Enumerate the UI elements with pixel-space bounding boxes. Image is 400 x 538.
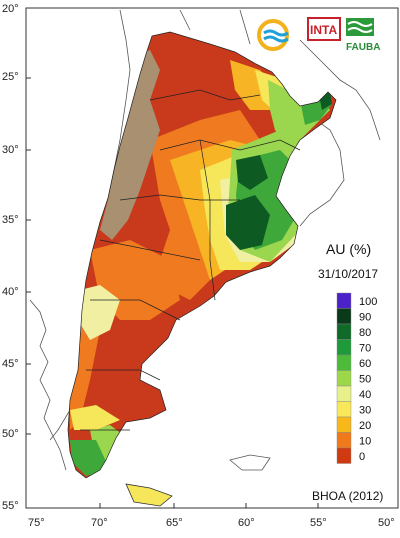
lon-tick: 70° xyxy=(91,517,108,529)
legend-label: 60 xyxy=(359,358,371,370)
legend-label: 70 xyxy=(359,343,371,355)
legend-label: 10 xyxy=(359,436,371,448)
source-credit: BHOA (2012) xyxy=(312,489,383,503)
fauba-logo-text: FAUBA xyxy=(346,42,380,53)
tierra-del-fuego xyxy=(125,483,173,507)
legend-swatch xyxy=(336,447,352,464)
legend-swatch xyxy=(336,385,352,402)
legend-swatch xyxy=(336,370,352,387)
lon-tick: 60° xyxy=(238,517,255,529)
legend-label: 20 xyxy=(359,420,371,432)
legend-label: 40 xyxy=(359,389,371,401)
legend-swatch xyxy=(336,416,352,433)
map-title: AU (%) xyxy=(326,241,371,257)
lat-tick: 45° xyxy=(2,358,19,370)
lat-tick: 20° xyxy=(2,3,19,15)
lat-tick: 55° xyxy=(2,500,19,512)
lon-ticks: 75° 70° 65° 60° 55° 50° xyxy=(28,517,395,529)
legend-swatch xyxy=(336,308,352,325)
legend-label: 90 xyxy=(359,312,371,324)
province-borders xyxy=(67,31,337,479)
legend-label: 80 xyxy=(359,327,371,339)
tick-marks xyxy=(26,77,319,508)
legend-label: 50 xyxy=(359,374,371,386)
map-date: 31/10/2017 xyxy=(318,267,378,281)
legend-swatch xyxy=(336,432,352,449)
logos: INTA FAUBA xyxy=(257,17,380,53)
lon-tick: 75° xyxy=(28,517,45,529)
lon-tick: 65° xyxy=(166,517,183,529)
lat-tick: 50° xyxy=(2,428,19,440)
legend-label: 100 xyxy=(359,296,377,308)
lat-ticks: 20° 25° 30° 35° 40° 45° 50° 55° xyxy=(2,3,19,512)
lat-tick: 35° xyxy=(2,214,19,226)
lat-tick: 25° xyxy=(2,71,19,83)
legend-swatch xyxy=(336,323,352,340)
inta-logo-icon: INTA xyxy=(307,17,341,41)
lon-tick: 50° xyxy=(378,517,395,529)
legend-swatch xyxy=(336,292,352,309)
legend-swatch xyxy=(336,339,352,356)
legend-swatch xyxy=(336,354,352,371)
fauba-logo-icon: FAUBA xyxy=(346,18,380,53)
lon-tick: 55° xyxy=(310,517,327,529)
wave-circle-logo-icon xyxy=(257,19,289,51)
inta-logo-text: INTA xyxy=(310,23,337,37)
lat-tick: 30° xyxy=(2,144,19,156)
legend-label: 30 xyxy=(359,405,371,417)
legend-swatch xyxy=(336,401,352,418)
lat-tick: 40° xyxy=(2,286,19,298)
legend-label: 0 xyxy=(359,451,365,463)
